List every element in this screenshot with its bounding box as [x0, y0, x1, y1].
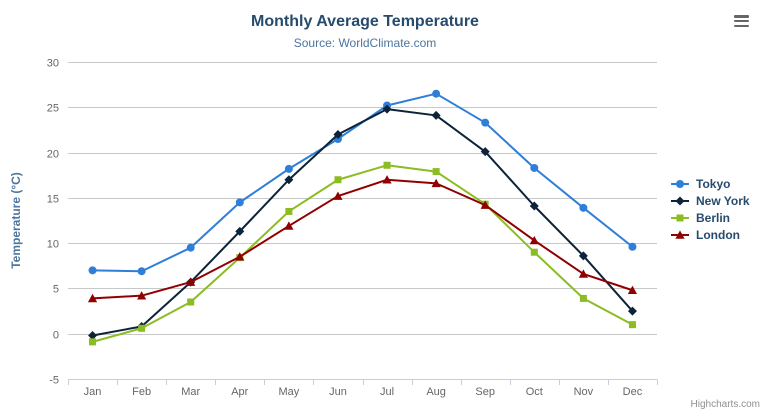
legend-item-new-york[interactable]: New York [671, 193, 750, 208]
legend-series-icon [671, 196, 689, 205]
data-point-marker[interactable] [284, 175, 294, 185]
data-point-marker[interactable] [578, 251, 588, 261]
data-point-marker[interactable] [530, 163, 539, 172]
chart-subtitle: Source: WorldClimate.com [293, 36, 437, 50]
data-point-marker [675, 229, 685, 239]
data-point-marker[interactable] [284, 164, 293, 173]
data-point-marker[interactable] [88, 331, 98, 341]
y-tick-label: 25 [47, 103, 59, 115]
x-tick-label: Mar [181, 386, 200, 398]
data-point-marker[interactable] [481, 118, 490, 127]
data-point-marker[interactable] [383, 161, 391, 169]
series-london[interactable] [87, 175, 638, 303]
data-point-marker[interactable] [137, 267, 146, 276]
data-point-marker[interactable] [628, 321, 636, 329]
legend-item-tokyo[interactable]: Tokyo [671, 176, 750, 191]
legend-item-berlin[interactable]: Berlin [671, 210, 750, 225]
legend-series-icon [671, 214, 689, 221]
y-tick-label: 10 [47, 239, 59, 251]
data-point-marker[interactable] [137, 291, 147, 300]
data-point-marker[interactable] [334, 176, 342, 184]
data-point-marker[interactable] [627, 285, 638, 295]
hamburger-icon [734, 15, 749, 18]
data-point-marker[interactable] [431, 110, 441, 120]
data-point-marker[interactable] [235, 226, 245, 236]
context-menu-button[interactable] [734, 15, 749, 27]
data-point-marker[interactable] [88, 266, 97, 275]
x-tick-label: Sep [475, 386, 495, 398]
chart-title: Monthly Average Temperature [251, 13, 479, 30]
hamburger-icon [734, 19, 749, 23]
series-line [91, 178, 634, 300]
legend-label: Tokyo [696, 176, 731, 191]
data-point-marker[interactable] [235, 252, 245, 261]
legend-item-london[interactable]: London [671, 227, 750, 242]
data-point-marker[interactable] [285, 207, 293, 215]
credits-link[interactable]: Highcharts.com [690, 399, 760, 410]
legend-series-icon [671, 229, 689, 239]
data-point-marker[interactable] [579, 203, 588, 212]
data-point-marker[interactable] [529, 235, 539, 245]
data-point-marker[interactable] [431, 178, 441, 188]
legend-label: London [696, 227, 740, 242]
data-point-marker[interactable] [627, 306, 637, 316]
data-point-marker[interactable] [187, 298, 195, 306]
data-point-marker[interactable] [578, 269, 588, 278]
series-new-york[interactable] [88, 104, 637, 341]
x-tick-label: Dec [623, 386, 643, 398]
data-point-marker[interactable] [628, 242, 637, 251]
data-point-marker[interactable] [138, 324, 146, 332]
x-tick-label: Jun [329, 386, 347, 398]
data-point-marker[interactable] [235, 198, 244, 207]
data-point-marker[interactable] [186, 277, 196, 286]
series-line [91, 92, 634, 273]
data-point-marker[interactable] [333, 129, 343, 139]
x-tick-label: Apr [231, 386, 248, 398]
data-point-marker[interactable] [529, 201, 539, 211]
series-line [91, 108, 634, 337]
data-point-marker [676, 214, 684, 221]
y-tick-label: -5 [49, 375, 59, 387]
data-point-marker [676, 179, 684, 188]
data-point-marker[interactable] [579, 294, 587, 302]
x-tick-label: May [278, 386, 299, 398]
y-axis-title: Temperature (°C) [9, 172, 23, 269]
data-point-marker[interactable] [284, 221, 294, 230]
series-tokyo[interactable] [88, 89, 637, 276]
y-tick-label: 0 [53, 330, 59, 342]
hamburger-icon [734, 24, 749, 27]
data-point-marker[interactable] [87, 293, 98, 303]
data-point-marker[interactable] [530, 248, 538, 256]
data-point-marker[interactable] [480, 147, 490, 157]
x-tick-label: Jul [380, 386, 394, 398]
data-point-marker[interactable] [432, 89, 441, 98]
x-tick-label: Aug [426, 386, 446, 398]
legend: Tokyo New York Berlin London [671, 176, 750, 242]
x-tick-label: Nov [574, 386, 594, 398]
x-tick-label: Oct [526, 386, 543, 398]
y-tick-label: 20 [47, 149, 59, 161]
data-point-marker[interactable] [382, 175, 392, 184]
legend-label: New York [696, 193, 750, 208]
y-tick-label: 30 [47, 58, 59, 70]
data-point-marker[interactable] [89, 338, 97, 346]
x-tick-label: Feb [132, 386, 151, 398]
legend-label: Berlin [696, 210, 731, 225]
data-point-marker[interactable] [432, 168, 440, 176]
series-line [91, 164, 634, 343]
y-tick-label: 15 [47, 194, 59, 206]
data-point-marker[interactable] [333, 191, 343, 200]
data-point-marker[interactable] [382, 104, 392, 114]
y-tick-label: 5 [53, 284, 59, 296]
legend-series-icon [671, 179, 689, 188]
data-point-marker [675, 196, 685, 205]
data-point-marker[interactable] [480, 200, 490, 209]
data-point-marker[interactable] [186, 243, 195, 252]
x-tick-label: Jan [84, 386, 102, 398]
